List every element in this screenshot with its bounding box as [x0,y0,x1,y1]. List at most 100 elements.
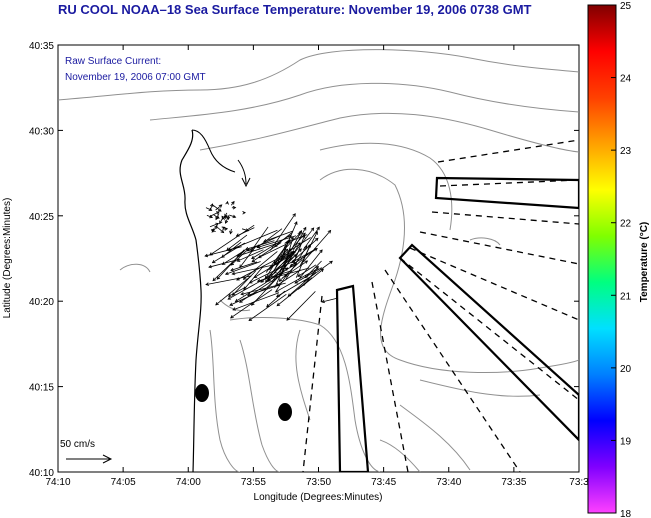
current-vector-head [284,273,288,278]
current-vector [237,242,280,257]
current-vector [266,290,286,308]
y-tick-label: 40:25 [29,212,54,223]
map-title: RU COOL NOAA–18 Sea Surface Temperature:… [58,2,532,17]
current-vector [228,229,278,251]
current-vector-head [215,211,220,215]
current-vector [298,249,323,281]
current-vector-head [230,267,235,272]
current-vector-head [294,221,298,225]
current-vector-head [221,261,226,265]
annotation-line1: Raw Surface Current: [65,56,161,67]
colorbar-tick-label: 23 [620,146,632,157]
current-vector-head [319,249,323,254]
x-tick-label: 73:45 [371,477,396,488]
current-vector [209,211,220,217]
colorbar-tick-label: 22 [620,219,632,230]
buoy-marker [278,403,292,421]
current-vector-head [260,279,265,283]
current-vector [248,293,287,321]
current-vector-head [257,254,262,259]
current-vector-head [314,237,319,242]
current-vector [258,244,286,258]
current-vector-head [215,301,219,306]
current-vector [211,204,222,212]
current-vector-head [219,220,223,225]
current-vector-head [273,243,278,248]
current-vector-head [231,271,236,276]
y-tick-label: 40:10 [29,468,54,479]
current-vector-head [242,210,246,215]
current-vector-head [231,292,236,296]
current-vector-head [232,214,237,219]
current-vector [227,271,277,300]
y-axis-ticks: 40:35 40:30 40:25 40:20 40:15 40:10 [29,41,579,479]
current-vector [228,286,247,297]
current-vector-head [230,315,234,319]
current-vector-head [227,296,232,300]
colorbar-label: Temperature (°C) [639,222,650,303]
current-vector-head [251,255,255,260]
current-vector-head [240,292,245,296]
current-vector-head [229,302,234,306]
x-tick-label: 73:3 [569,477,589,488]
current-vector-head [315,265,319,270]
scale-label: 50 cm/s [60,439,95,450]
current-vector [243,251,278,280]
radial-lanes [302,139,579,472]
x-tick-label: 74:00 [176,477,201,488]
inlet-arrowhead [241,177,251,188]
inlet-arrow [237,159,247,185]
current-vector-head [286,317,290,321]
x-tick-label: 74:05 [111,477,136,488]
current-vector-head [287,293,292,297]
current-vector-head [248,317,253,322]
x-tick-label: 73:55 [241,477,266,488]
y-tick-label: 40:30 [29,126,54,137]
current-vector [276,274,288,291]
current-vector-head [217,208,222,212]
current-vector-head [236,253,241,258]
current-vector [225,216,229,224]
x-axis-ticks: 74:10 74:05 74:00 73:55 73:50 73:45 73:40 73:35… [45,45,589,488]
current-vector [283,237,311,256]
current-vector-head [298,248,302,252]
current-vector [247,285,279,296]
current-vector-head [211,259,216,264]
current-vector [230,261,258,271]
current-vector [251,242,282,263]
current-vector-head [286,254,291,258]
current-vector-head [218,204,223,208]
current-vector [270,213,296,251]
current-vector-head [327,229,332,234]
colorbar-tick-label: 21 [620,291,632,302]
current-vector [230,289,273,319]
y-tick-label: 40:20 [29,297,54,308]
current-vector [206,214,213,218]
current-vector [273,254,297,273]
colorbar [587,4,617,514]
y-tick-label: 40:35 [29,41,54,52]
x-tick-label: 74:10 [45,477,70,488]
current-vector-head [303,226,307,231]
scale-arrowhead [102,454,113,464]
current-vector [208,258,241,268]
current-vector [275,267,310,278]
current-vector [225,261,261,275]
current-vector-head [210,203,214,208]
current-vector-head [225,200,229,205]
current-vector-head [208,264,212,269]
bay-shore [191,129,236,173]
current-vector [213,214,220,219]
current-vector-head [304,260,309,264]
current-vector [215,204,223,211]
current-vector-head [224,220,229,224]
current-vector-head [266,303,270,308]
current-vector-head [227,293,232,297]
current-vector-head [243,286,247,291]
current-vector-head [212,277,217,282]
colorbar-ticks: 25 24 23 22 21 20 19 18 [611,1,632,518]
current-vector-head [276,302,281,307]
current-vector [241,228,249,232]
current-vector [205,275,251,286]
